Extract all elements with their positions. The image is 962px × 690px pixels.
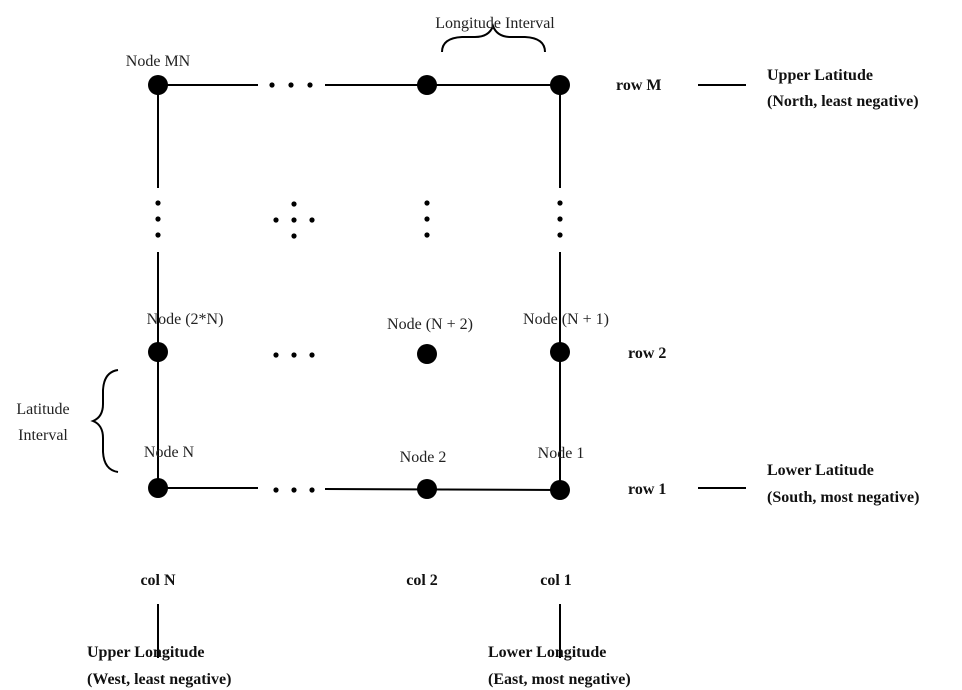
bottom-edge-right xyxy=(325,489,560,490)
horizontal-ellipsis-row1 xyxy=(273,487,314,492)
lower-longitude-label: Lower Longitude xyxy=(488,644,606,661)
node-n-plus-1-label: Node (N + 1) xyxy=(523,311,609,328)
node-1-dot xyxy=(550,480,570,500)
node-n-plus-2-label: Node (N + 2) xyxy=(387,316,473,333)
horizontal-ellipsis-top xyxy=(269,82,312,87)
lower-latitude-label: Lower Latitude xyxy=(767,462,874,479)
node-mn-label: Node MN xyxy=(126,53,191,70)
node-top-col2-dot xyxy=(417,75,437,95)
row-2-label: row 2 xyxy=(628,345,666,362)
node-mn-dot xyxy=(148,75,168,95)
col-n-label: col N xyxy=(140,572,176,589)
diagonal-ellipsis-middle xyxy=(273,201,314,238)
ellipsis-dots xyxy=(155,82,562,492)
vertical-ellipsis-col-1 xyxy=(557,200,562,237)
longitude-interval-label: Longitude Interval xyxy=(435,15,555,32)
latitude-interval-label-line2: Interval xyxy=(18,427,68,444)
node-top-col1-dot xyxy=(550,75,570,95)
lower-longitude-detail: (East, most negative) xyxy=(488,671,631,688)
col-1-label: col 1 xyxy=(540,572,572,589)
row-m-label: row M xyxy=(616,77,661,94)
node-2-label: Node 2 xyxy=(400,449,447,466)
latitude-interval-label: Latitude xyxy=(16,401,69,418)
row-1-label: row 1 xyxy=(628,481,666,498)
vertical-ellipsis-col-n xyxy=(155,200,160,237)
upper-longitude-label: Upper Longitude xyxy=(87,644,205,661)
latitude-interval-brace xyxy=(93,370,118,472)
upper-latitude-detail: (North, least negative) xyxy=(767,93,919,110)
node-n-plus-2-dot xyxy=(417,344,437,364)
node-2n-dot xyxy=(148,342,168,362)
node-n-plus-1-dot xyxy=(550,342,570,362)
upper-longitude-detail: (West, least negative) xyxy=(87,671,231,688)
node-n-label: Node N xyxy=(144,444,195,461)
horizontal-ellipsis-row2 xyxy=(273,352,314,357)
node-n-dot xyxy=(148,478,168,498)
nodes xyxy=(148,75,570,500)
node-2n-label: Node (2*N) xyxy=(147,311,224,328)
node-1-label: Node 1 xyxy=(538,445,585,462)
upper-latitude-label: Upper Latitude xyxy=(767,67,873,84)
grid-lines xyxy=(158,85,560,490)
lower-latitude-detail: (South, most negative) xyxy=(767,489,919,506)
col-2-label: col 2 xyxy=(406,572,438,589)
node-2-dot xyxy=(417,479,437,499)
vertical-ellipsis-col-2 xyxy=(424,200,429,237)
